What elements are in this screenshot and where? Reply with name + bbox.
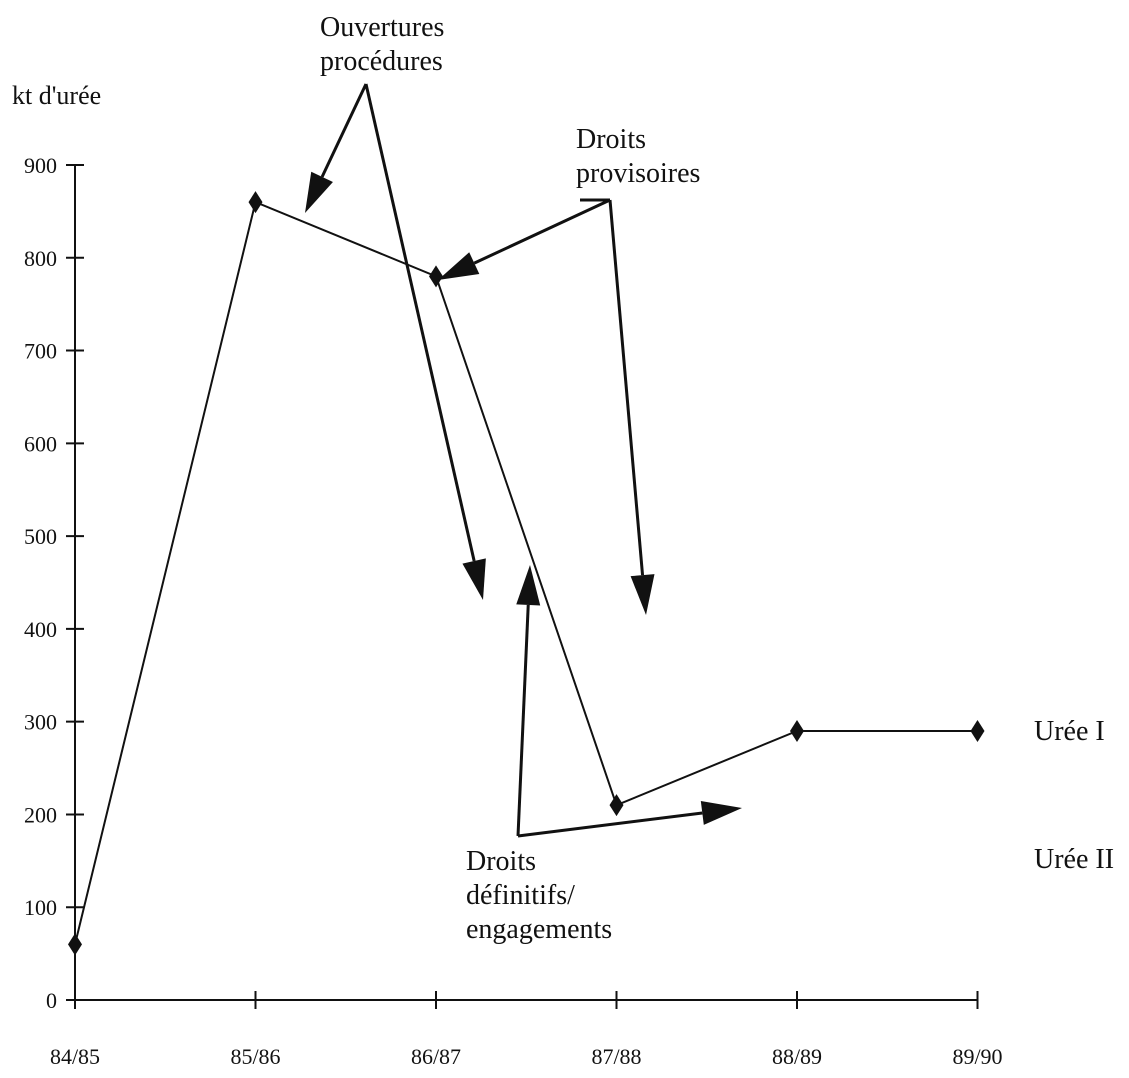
labels: kt d'urée Urée I Urée II Ouvertures proc… xyxy=(12,12,1114,945)
annotation-ouvertures-line-1: Ouvertures xyxy=(320,12,444,43)
annotation-droits-definitifs-line-1: Droits xyxy=(466,846,536,877)
x-tick-label: 87/88 xyxy=(591,1044,641,1069)
arrow-head xyxy=(305,171,333,213)
arrow-head xyxy=(700,801,742,825)
data-point-marker xyxy=(248,191,263,214)
arrow-shaft xyxy=(364,83,476,562)
arrow-shaft xyxy=(517,811,703,838)
y-axis-label: kt d'urée xyxy=(12,81,101,110)
annotation-ouvertures-line-2: procédures xyxy=(320,46,443,77)
arrow-droits-definitifs-right xyxy=(517,801,742,838)
arrow-droits-provisoires-to-86-87 xyxy=(438,198,611,280)
arrow-head xyxy=(438,252,480,280)
data-point-marker xyxy=(970,719,985,742)
data-point-marker xyxy=(429,265,443,288)
arrow-ouvertures-to-86-87 xyxy=(364,83,486,600)
y-tick-label: 300 xyxy=(24,710,57,735)
arrow-droits-provisoires-to-87-88 xyxy=(608,199,655,615)
series-label-uree-1: Urée I xyxy=(1034,716,1105,747)
y-tick-label: 900 xyxy=(24,153,57,178)
arrow-shaft xyxy=(608,199,645,576)
x-tick-label: 84/85 xyxy=(50,1044,100,1069)
x-tick-label: 89/90 xyxy=(952,1044,1002,1069)
series-line-uree-1 xyxy=(74,200,978,945)
annotation-droits-provisoires-line-1: Droits xyxy=(576,124,646,155)
arrow-shaft xyxy=(320,83,368,178)
arrow-head xyxy=(516,565,541,606)
y-tick-label: 500 xyxy=(24,524,57,549)
y-tick-label: 200 xyxy=(24,802,57,827)
series xyxy=(68,191,985,956)
annotation-droits-definitifs-line-2: définitifs/ xyxy=(466,880,575,911)
arrow-ouvertures-to-85-86 xyxy=(305,83,368,213)
arrow-shaft xyxy=(516,604,530,837)
arrow-droits-definitifs-up xyxy=(516,565,541,837)
annotation-arrows xyxy=(305,83,742,838)
arrow-head xyxy=(630,574,655,615)
annotation-droits-provisoires-line-2: provisoires xyxy=(576,158,700,189)
y-tick-label: 100 xyxy=(24,895,57,920)
series-label-uree-2: Urée II xyxy=(1034,844,1114,875)
data-point-marker xyxy=(790,719,804,742)
x-tick-label: 88/89 xyxy=(772,1044,822,1069)
y-tick-label: 700 xyxy=(24,339,57,364)
axes xyxy=(74,165,978,1001)
annotation-droits-definitifs-line-3: engagements xyxy=(466,914,612,945)
data-point-marker xyxy=(609,794,624,817)
y-tick-label: 800 xyxy=(24,246,57,271)
y-tick-label: 600 xyxy=(24,431,57,456)
ticks: 0 100 200 300 400 500 600 700 800 900 84/85 85/86 86… xyxy=(24,153,1003,1069)
data-point-marker xyxy=(68,933,82,956)
y-tick-label: 400 xyxy=(24,617,57,642)
x-tick-label: 86/87 xyxy=(411,1044,461,1069)
y-tick-label: 0 xyxy=(46,988,57,1013)
x-tick-label: 85/86 xyxy=(230,1044,280,1069)
arrow-shaft xyxy=(473,198,611,265)
arrow-head xyxy=(462,558,486,600)
